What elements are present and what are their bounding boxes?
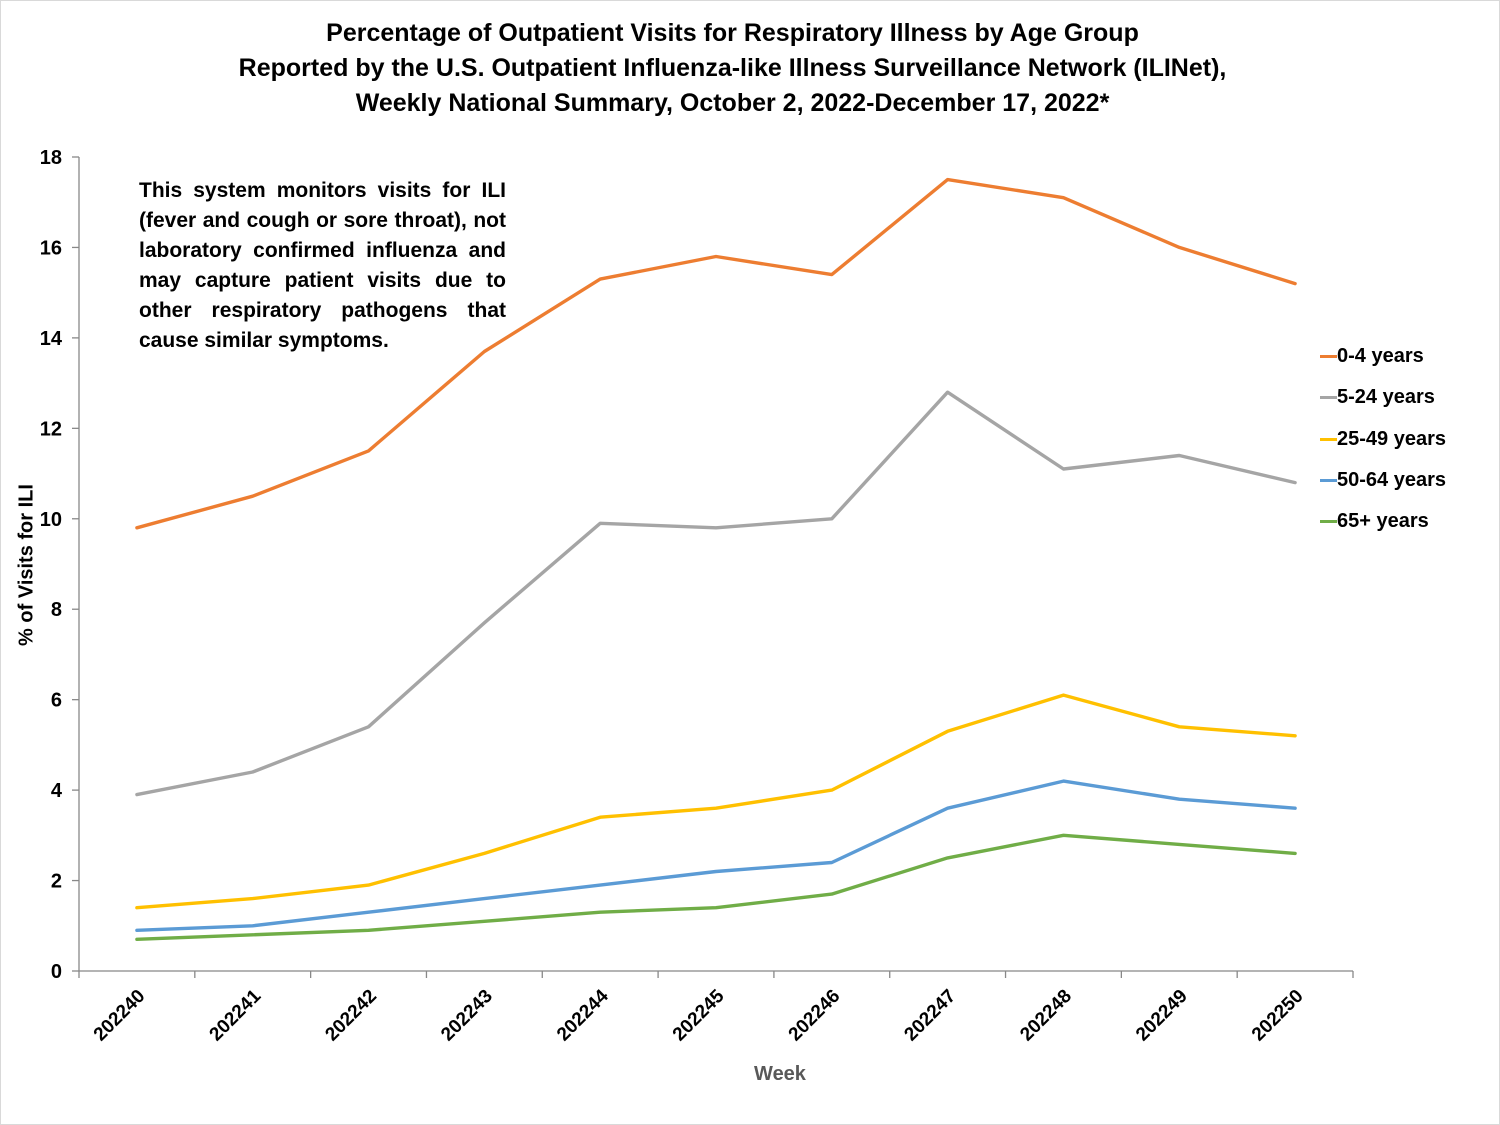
- chart-title-line-3: Weekly National Summary, October 2, 2022…: [355, 89, 1110, 117]
- legend-swatch: [1320, 479, 1337, 483]
- x-tick-label: 202241: [206, 985, 266, 1045]
- chart-legend: 0-4 years 5-24 years 25-49 years 50-64 year…: [1320, 336, 1490, 542]
- y-tick-label: 14: [40, 328, 63, 350]
- legend-item: 5-24 years: [1320, 377, 1490, 418]
- y-tick-label: 2: [51, 871, 62, 893]
- x-axis-label: Week: [754, 1063, 806, 1085]
- y-tick-label: 0: [51, 961, 62, 983]
- y-tick-label: 4: [51, 780, 63, 802]
- chart-title-line-1: Percentage of Outpatient Visits for Resp…: [326, 19, 1139, 47]
- legend-label: 50-64 years: [1337, 469, 1446, 492]
- y-tick-label: 10: [40, 509, 62, 531]
- x-tick-label: 202248: [1016, 986, 1076, 1046]
- x-tick-label: 202249: [1132, 986, 1192, 1046]
- x-tick-label: 202240: [90, 986, 150, 1046]
- legend-item: 25-49 years: [1320, 419, 1490, 460]
- legend-item: 50-64 years: [1320, 460, 1490, 501]
- legend-label: 25-49 years: [1337, 427, 1446, 450]
- legend-label: 5-24 years: [1337, 386, 1435, 409]
- legend-swatch: [1320, 437, 1337, 441]
- y-tick-label: 16: [40, 237, 62, 259]
- chart-annotation: This system monitors visits for ILI (fev…: [139, 179, 506, 352]
- y-tick-label: 6: [51, 690, 62, 712]
- y-tick-label: 12: [40, 418, 62, 440]
- x-tick-label: 202243: [437, 986, 497, 1046]
- y-axis-label: % of Visits for ILI: [15, 484, 38, 646]
- series-line-25-49-years: [135, 693, 1297, 910]
- legend-swatch: [1320, 355, 1337, 359]
- x-tick-label: 202250: [1248, 986, 1308, 1046]
- x-tick-label: 202246: [785, 986, 845, 1046]
- legend-label: 0-4 years: [1337, 345, 1424, 368]
- y-tick-label: 18: [40, 147, 62, 169]
- x-tick-label: 202245: [669, 985, 729, 1045]
- legend-item: 0-4 years: [1320, 336, 1490, 377]
- x-tick-label: 202247: [900, 986, 960, 1046]
- series-line-65-years: [135, 833, 1297, 941]
- series-line-5-24-years: [135, 390, 1297, 797]
- legend-item: 65+ years: [1320, 501, 1490, 542]
- legend-label: 65+ years: [1337, 510, 1429, 533]
- x-tick-label: 202244: [553, 985, 613, 1045]
- y-tick-label: 8: [51, 599, 62, 621]
- chart-title: Percentage of Outpatient Visits for Resp…: [0, 16, 1465, 121]
- legend-swatch: [1320, 396, 1337, 400]
- legend-swatch: [1320, 520, 1337, 524]
- chart-title-line-2: Reported by the U.S. Outpatient Influenz…: [238, 54, 1227, 82]
- x-tick-label: 202242: [321, 986, 381, 1046]
